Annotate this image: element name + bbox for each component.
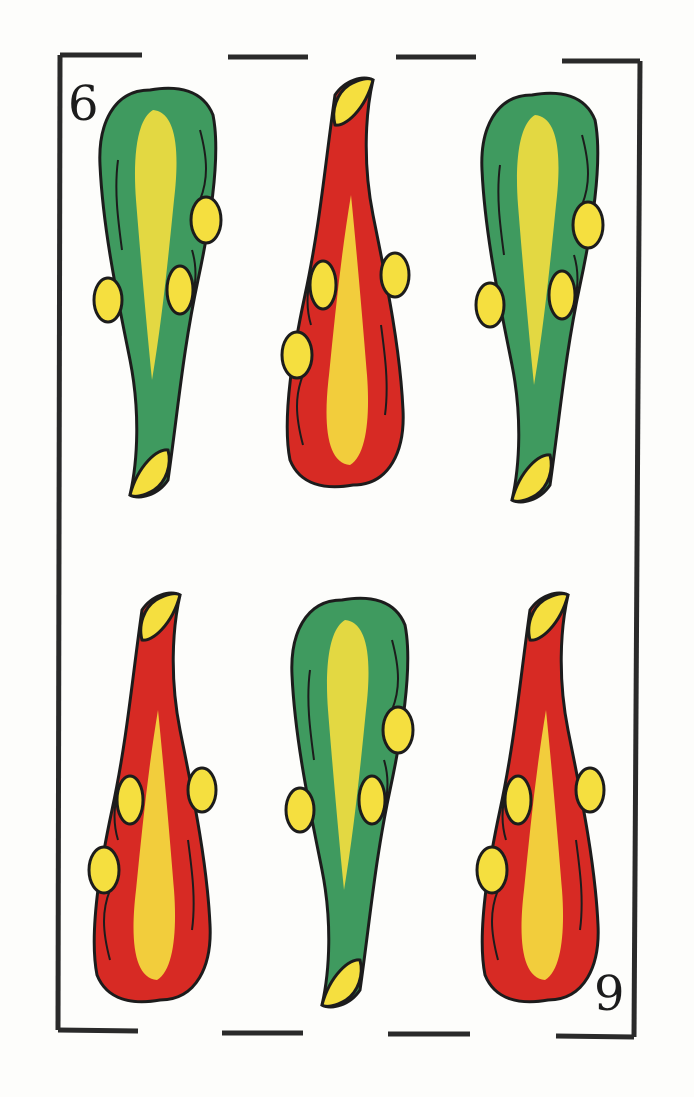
club-pip-bottom-center: [284, 596, 415, 1009]
club-pip-top-center: [280, 76, 411, 489]
club-pip-bottom-left: [87, 591, 218, 1004]
club-pip-bottom-right: [475, 591, 606, 1004]
club-pip-top-left: [92, 86, 223, 499]
card-border: [55, 52, 643, 1040]
corner-index-top: 6: [68, 76, 99, 132]
corner-index-bottom: 9: [594, 966, 625, 1022]
club-pip-top-right: [474, 91, 605, 504]
